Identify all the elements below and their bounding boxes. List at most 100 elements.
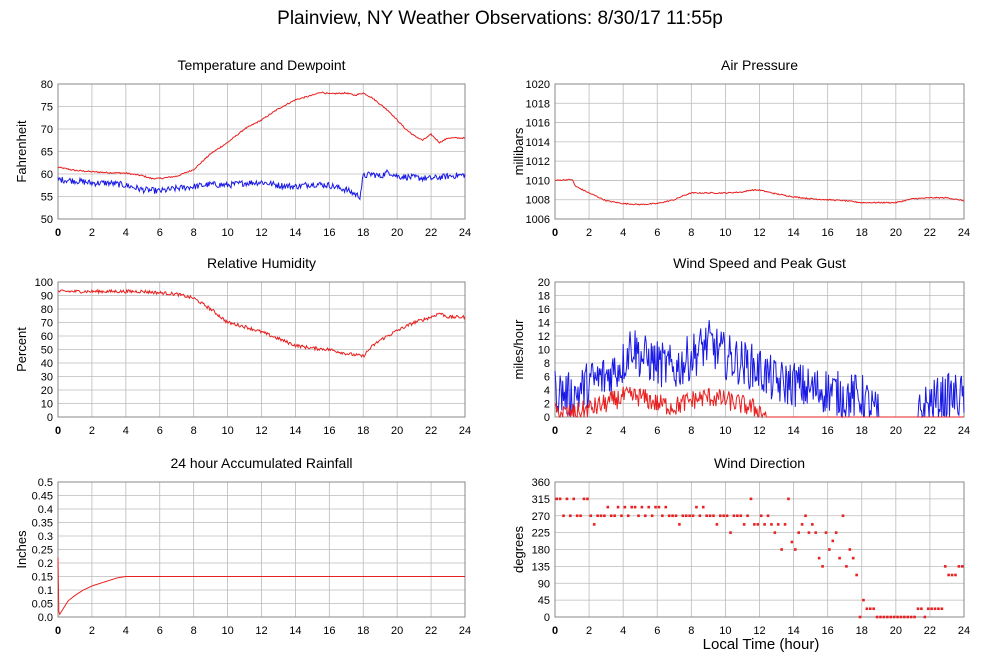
direction-point bbox=[749, 497, 753, 501]
x-tick-label: 18 bbox=[357, 227, 369, 239]
direction-y-axis-label: degrees bbox=[511, 526, 526, 573]
direction-point bbox=[562, 514, 565, 518]
humidity-plot-frame bbox=[57, 281, 466, 418]
direction-point bbox=[667, 514, 671, 518]
x-tick-label: 0 bbox=[552, 227, 558, 239]
direction-point bbox=[603, 514, 606, 518]
direction-point bbox=[582, 497, 586, 501]
direction-point bbox=[780, 548, 783, 551]
y-tick-label: 0.0 bbox=[38, 612, 53, 624]
direction-point bbox=[845, 565, 848, 568]
direction-point bbox=[688, 514, 691, 518]
x-tick-label: 16 bbox=[323, 625, 335, 637]
x-tick-label: 6 bbox=[654, 625, 660, 637]
direction-point bbox=[776, 523, 780, 526]
x-tick-label: 16 bbox=[822, 227, 834, 239]
y-tick-label: 315 bbox=[532, 494, 550, 506]
x-tick-label: 14 bbox=[787, 425, 799, 437]
y-tick-label: 0.05 bbox=[32, 599, 53, 611]
direction-point bbox=[620, 514, 623, 518]
x-tick-label: 10 bbox=[221, 227, 233, 239]
y-tick-label: 1008 bbox=[526, 195, 550, 207]
y-tick-label: 40 bbox=[41, 358, 53, 370]
x-tick-label: 22 bbox=[924, 227, 936, 239]
direction-point bbox=[896, 615, 899, 619]
x-tick-label: 2 bbox=[89, 227, 95, 239]
x-tick-label: 12 bbox=[753, 625, 765, 637]
y-tick-label: 0.4 bbox=[38, 504, 53, 516]
y-tick-label: 225 bbox=[532, 528, 550, 540]
direction-point bbox=[858, 615, 862, 619]
direction-point bbox=[763, 523, 766, 526]
x-tick-label: 24 bbox=[459, 425, 471, 437]
direction-point bbox=[828, 548, 831, 551]
x-tick-label: 16 bbox=[323, 425, 335, 437]
x-axis-label: Local Time (hour) bbox=[702, 636, 820, 653]
x-tick-label: 24 bbox=[958, 227, 970, 239]
direction-point bbox=[555, 497, 559, 501]
x-tick-label: 6 bbox=[157, 625, 163, 637]
direction-point bbox=[923, 615, 927, 619]
direction-point bbox=[960, 565, 964, 568]
direction-point bbox=[725, 514, 729, 518]
direction-point bbox=[637, 514, 640, 518]
direction-point bbox=[947, 573, 950, 577]
x-tick-label: 4 bbox=[620, 227, 626, 239]
wind-plot-frame bbox=[554, 281, 965, 418]
wind-series-line-red bbox=[554, 386, 964, 419]
direction-point bbox=[626, 514, 630, 518]
direction-point bbox=[671, 514, 674, 518]
x-tick-label: 18 bbox=[856, 227, 868, 239]
pressure-plot-frame bbox=[554, 83, 965, 220]
x-tick-label: 14 bbox=[289, 625, 301, 637]
x-tick-label: 22 bbox=[924, 625, 936, 637]
temp-plot-frame bbox=[57, 83, 466, 220]
y-tick-label: 80 bbox=[41, 79, 53, 91]
direction-point bbox=[889, 615, 893, 619]
direction-point bbox=[599, 514, 603, 518]
direction-point bbox=[783, 523, 787, 526]
direction-point bbox=[920, 607, 923, 611]
x-tick-label: 4 bbox=[620, 625, 626, 637]
pressure-y-axis-label: millibars bbox=[511, 127, 526, 175]
x-tick-label: 10 bbox=[719, 625, 731, 637]
x-tick-label: 18 bbox=[357, 425, 369, 437]
direction-point bbox=[674, 514, 678, 518]
x-tick-label: 18 bbox=[357, 625, 369, 637]
direction-point bbox=[691, 514, 695, 518]
direction-point bbox=[756, 523, 760, 526]
x-tick-label: 10 bbox=[221, 625, 233, 637]
direction-point bbox=[937, 607, 940, 611]
direction-point bbox=[909, 615, 913, 619]
direction-point bbox=[678, 523, 681, 526]
y-tick-label: 70 bbox=[41, 124, 53, 136]
x-tick-label: 2 bbox=[586, 625, 592, 637]
direction-point bbox=[954, 573, 957, 577]
y-tick-label: 0.2 bbox=[38, 558, 53, 570]
page-title: Plainview, NY Weather Observations: 8/30… bbox=[277, 8, 723, 29]
y-tick-label: 135 bbox=[532, 561, 550, 573]
y-tick-label: 1018 bbox=[526, 98, 550, 110]
direction-point bbox=[800, 523, 804, 526]
x-tick-label: 20 bbox=[391, 625, 403, 637]
x-tick-label: 22 bbox=[924, 425, 936, 437]
direction-point bbox=[661, 514, 664, 518]
y-tick-label: 30 bbox=[41, 372, 53, 384]
y-tick-label: 20 bbox=[41, 385, 53, 397]
y-tick-label: 0 bbox=[47, 412, 53, 424]
y-tick-label: 10 bbox=[41, 399, 53, 411]
direction-point bbox=[773, 531, 777, 534]
direction-point bbox=[838, 556, 841, 560]
direction-point bbox=[712, 514, 715, 518]
x-tick-label: 24 bbox=[459, 625, 471, 637]
direction-point bbox=[793, 548, 797, 551]
x-tick-label: 24 bbox=[459, 227, 471, 239]
y-tick-label: 80 bbox=[41, 304, 53, 316]
temp-series-line-red bbox=[57, 91, 466, 180]
direction-point bbox=[875, 615, 879, 619]
direction-point bbox=[586, 497, 589, 501]
direction-point bbox=[940, 607, 944, 611]
direction-point bbox=[623, 505, 627, 509]
